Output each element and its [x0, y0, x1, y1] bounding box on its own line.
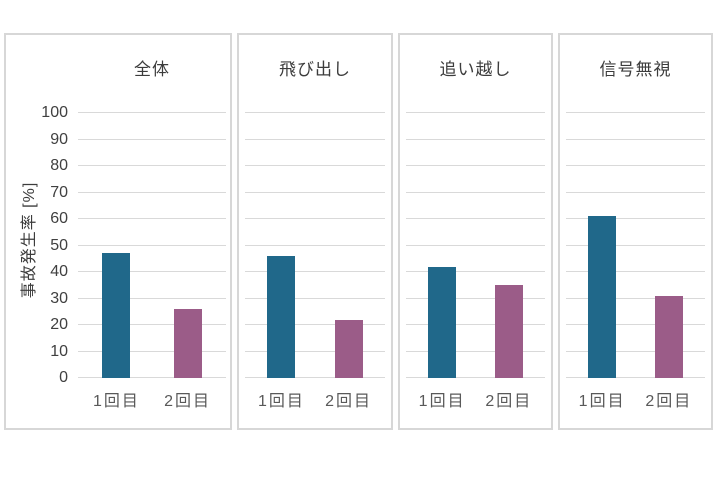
y-tick-label: 10: [50, 342, 68, 360]
gridline: [78, 297, 226, 299]
x-label: 2回目: [164, 393, 211, 410]
gridline: [566, 112, 705, 113]
y-tick-label: 50: [50, 236, 68, 254]
chart-panel-4: 信号無視 1回目 2回目: [558, 33, 713, 430]
y-tick-label: 90: [50, 130, 68, 148]
x-label: 2回目: [485, 393, 533, 410]
gridline: [566, 191, 705, 193]
gridline: [78, 112, 226, 113]
gridline: [406, 377, 545, 378]
gridline: [245, 350, 385, 352]
plot-area: [566, 112, 705, 378]
gridline: [566, 244, 705, 246]
gridline: [78, 218, 226, 219]
panel-title: 飛び出し: [279, 60, 351, 79]
gridline: [406, 138, 545, 140]
chart-panel-3: 追い越し 1回目 2回目: [398, 33, 553, 430]
panel-title: 信号無視: [599, 60, 672, 79]
bar-2回目: [334, 319, 363, 378]
gridline: [566, 350, 705, 352]
gridline: [566, 165, 705, 166]
y-tick-label: 40: [50, 263, 68, 280]
gridline: [78, 165, 226, 166]
gridline: [78, 324, 226, 325]
gridline: [78, 138, 226, 140]
bar-2回目: [173, 309, 202, 378]
x-axis-labels: 1回目 2回目: [566, 387, 705, 410]
gridline: [406, 165, 545, 166]
gridline: [406, 244, 545, 246]
x-axis-labels: 1回目 2回目: [245, 387, 385, 410]
x-label: 2回目: [325, 393, 373, 410]
y-tick-label: 60: [50, 210, 68, 227]
gridline: [406, 271, 545, 272]
gridline: [245, 218, 385, 219]
plot-area: [245, 112, 385, 378]
gridline: [406, 324, 545, 325]
plot-area: [406, 112, 545, 378]
gridline: [78, 191, 226, 193]
gridline: [406, 218, 545, 219]
gridline: [566, 218, 705, 219]
x-label: 1回目: [418, 393, 466, 410]
x-axis-labels: 1回目 2回目: [406, 387, 545, 410]
gridline: [78, 350, 226, 352]
gridline: [566, 297, 705, 299]
gridline: [78, 377, 226, 378]
y-tick-label: 30: [50, 289, 68, 307]
gridline: [245, 165, 385, 166]
gridline: [245, 112, 385, 113]
x-label: 1回目: [93, 393, 140, 410]
gridline: [245, 244, 385, 246]
x-label: 2回目: [645, 393, 693, 410]
y-tick-label: 20: [50, 316, 68, 333]
bar-2回目: [654, 295, 683, 378]
bar-1回目: [267, 256, 296, 378]
gridline: [406, 191, 545, 193]
y-tick-label: 100: [41, 104, 68, 121]
x-label: 1回目: [578, 393, 626, 410]
gridline: [245, 324, 385, 325]
chart-panel-2: 飛び出し 1回目 2回目: [237, 33, 393, 430]
gridline: [566, 271, 705, 272]
gridline: [245, 271, 385, 272]
panel-title: 全体: [134, 60, 170, 79]
y-tick-label: 70: [50, 183, 68, 201]
chart-panel-1: 全体 事故発生率 [%] 0 10 20 30 40 50 60 70 80 90 100 1回目 2回目: [4, 33, 232, 430]
bar-1回目: [102, 253, 131, 378]
gridline: [245, 138, 385, 140]
gridline: [566, 138, 705, 140]
y-tick-label: 0: [59, 369, 68, 386]
y-tick-label: 80: [50, 157, 68, 174]
bar-1回目: [428, 266, 457, 378]
gridline: [245, 377, 385, 378]
gridline: [78, 244, 226, 246]
bar-2回目: [494, 285, 523, 378]
gridline: [566, 377, 705, 378]
gridline: [406, 297, 545, 299]
gridline: [245, 297, 385, 299]
gridline: [406, 350, 545, 352]
gridline: [566, 324, 705, 325]
plot-area: [78, 112, 226, 378]
x-label: 1回目: [257, 393, 305, 410]
gridline: [406, 112, 545, 113]
panel-title: 追い越し: [439, 60, 512, 79]
x-axis-labels: 1回目 2回目: [78, 387, 226, 410]
gridline: [245, 191, 385, 193]
gridline: [78, 271, 226, 272]
bar-1回目: [588, 216, 617, 378]
